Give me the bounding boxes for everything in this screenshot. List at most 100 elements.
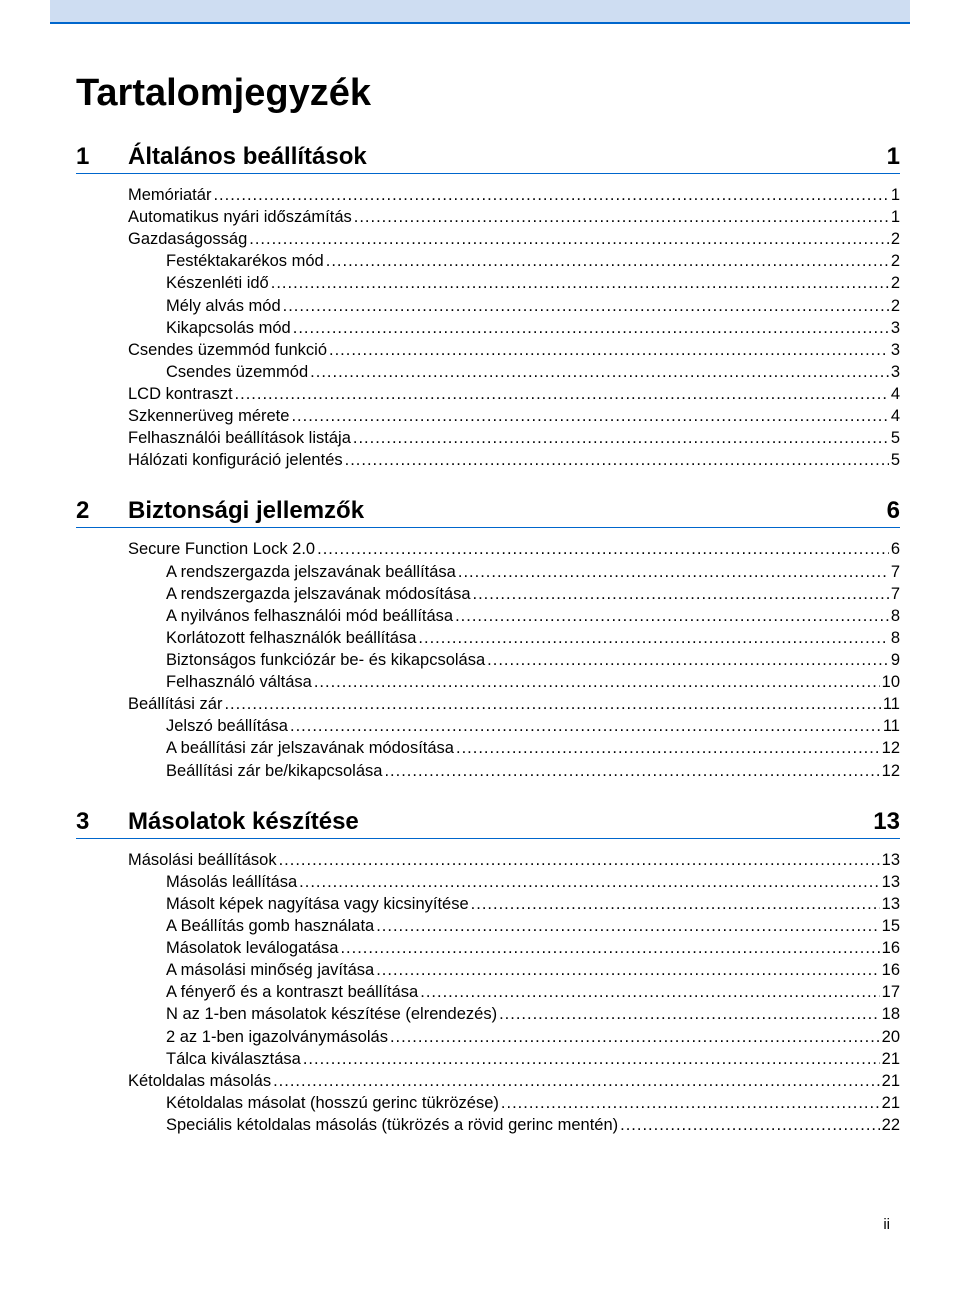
toc-entry-label: Másolás leállítása bbox=[166, 871, 297, 893]
toc-entry: Kétoldalas másolat (hosszú gerinc tükröz… bbox=[76, 1092, 900, 1114]
toc-dots bbox=[340, 937, 879, 959]
toc-entry-label: Korlátozott felhasználók beállítása bbox=[166, 627, 416, 649]
toc-dots bbox=[317, 538, 889, 560]
toc-dots bbox=[501, 1092, 880, 1114]
toc-entry-page: 4 bbox=[891, 383, 900, 405]
toc-entry-label: A rendszergazda jelszavának módosítása bbox=[166, 583, 471, 605]
toc-dots bbox=[471, 893, 880, 915]
header-bar bbox=[50, 0, 910, 24]
toc-sections: 1Általános beállítások1Memóriatár1Automa… bbox=[76, 143, 900, 1136]
toc-entry-label: Mély alvás mód bbox=[166, 295, 281, 317]
toc-entry-label: Tálca kiválasztása bbox=[166, 1048, 301, 1070]
toc-section-number: 1 bbox=[76, 143, 128, 171]
toc-dots bbox=[213, 184, 888, 206]
toc-entry: Másolatok leválogatása16 bbox=[76, 937, 900, 959]
toc-section: 1Általános beállítások1Memóriatár1Automa… bbox=[76, 143, 900, 471]
toc-entry: Kétoldalas másolás21 bbox=[76, 1070, 900, 1092]
toc-entry-label: Felhasználói beállítások listája bbox=[128, 427, 351, 449]
toc-entry-page: 1 bbox=[891, 184, 900, 206]
toc-entry-label: A nyilvános felhasználói mód beállítása bbox=[166, 605, 453, 627]
toc-entry-label: A beállítási zár jelszavának módosítása bbox=[166, 737, 454, 759]
toc-dots bbox=[235, 383, 889, 405]
toc-entry-page: 21 bbox=[882, 1092, 900, 1114]
page-title: Tartalomjegyzék bbox=[76, 72, 900, 115]
toc-entry: A másolási minőség javítása16 bbox=[76, 959, 900, 981]
toc-entry: Automatikus nyári időszámítás1 bbox=[76, 206, 900, 228]
toc-entry-page: 3 bbox=[891, 339, 900, 361]
toc-entry-page: 20 bbox=[882, 1026, 900, 1048]
toc-entry-page: 13 bbox=[882, 849, 900, 871]
toc-entry: Szkennerüveg mérete4 bbox=[76, 405, 900, 427]
toc-entry: Biztonságos funkciózár be- és kikapcsolá… bbox=[76, 649, 900, 671]
toc-entry-label: Kétoldalas másolat (hosszú gerinc tükröz… bbox=[166, 1092, 499, 1114]
toc-entry-label: Beállítási zár bbox=[128, 693, 222, 715]
toc-entry: 2 az 1-ben igazolványmásolás20 bbox=[76, 1026, 900, 1048]
toc-entry-page: 7 bbox=[891, 561, 900, 583]
toc-entry-label: Festéktakarékos mód bbox=[166, 250, 324, 272]
toc-entry-label: N az 1-ben másolatok készítése (elrendez… bbox=[166, 1003, 497, 1025]
toc-dots bbox=[458, 561, 889, 583]
toc-entry: Felhasználó váltása10 bbox=[76, 671, 900, 693]
toc-section-page: 1 bbox=[887, 143, 900, 171]
toc-entry: Másolási beállítások 13 bbox=[76, 849, 900, 871]
toc-dots bbox=[279, 849, 880, 871]
toc-dots bbox=[376, 915, 879, 937]
toc-entry-page: 13 bbox=[882, 871, 900, 893]
toc-entry-page: 5 bbox=[891, 449, 900, 471]
toc-entry-label: Memóriatár bbox=[128, 184, 211, 206]
toc-section-title: Másolatok készítése bbox=[128, 808, 865, 836]
toc-section: 3Másolatok készítése13Másolási beállítás… bbox=[76, 808, 900, 1136]
toc-dots bbox=[310, 361, 889, 383]
toc-dots bbox=[290, 715, 881, 737]
toc-entry: Secure Function Lock 2.06 bbox=[76, 538, 900, 560]
toc-entry: A beállítási zár jelszavának módosítása 1… bbox=[76, 737, 900, 759]
toc-entry-page: 1 bbox=[891, 206, 900, 228]
toc-entry-page: 21 bbox=[882, 1048, 900, 1070]
toc-entry-page: 21 bbox=[882, 1070, 900, 1092]
toc-entry-label: Másolási beállítások bbox=[128, 849, 277, 871]
toc-dots bbox=[303, 1048, 880, 1070]
toc-section-title: Biztonsági jellemzők bbox=[128, 497, 879, 525]
toc-entry-page: 2 bbox=[891, 272, 900, 294]
toc-entry-label: Speciális kétoldalas másolás (tükrözés a… bbox=[166, 1114, 618, 1136]
toc-entry: A rendszergazda jelszavának beállítása7 bbox=[76, 561, 900, 583]
toc-dots bbox=[376, 959, 879, 981]
toc-entry-page: 11 bbox=[883, 715, 900, 737]
toc-section-page: 13 bbox=[873, 808, 900, 836]
toc-entry: A rendszergazda jelszavának módosítása7 bbox=[76, 583, 900, 605]
toc-dots bbox=[418, 627, 888, 649]
toc-entry: N az 1-ben másolatok készítése (elrendez… bbox=[76, 1003, 900, 1025]
toc-entry-label: Csendes üzemmód bbox=[166, 361, 308, 383]
toc-entry-label: A fényerő és a kontraszt beállítása bbox=[166, 981, 418, 1003]
toc-entry-label: Biztonságos funkciózár be- és kikapcsolá… bbox=[166, 649, 485, 671]
toc-entry-label: Kikapcsolás mód bbox=[166, 317, 291, 339]
toc-entry: Felhasználói beállítások listája5 bbox=[76, 427, 900, 449]
toc-entry: Mély alvás mód2 bbox=[76, 295, 900, 317]
toc-entry-label: Beállítási zár be/kikapcsolása bbox=[166, 760, 382, 782]
toc-dots bbox=[326, 250, 889, 272]
toc-entry-page: 9 bbox=[891, 649, 900, 671]
toc-entry-page: 11 bbox=[883, 693, 900, 715]
toc-entry: Másolás leállítása 13 bbox=[76, 871, 900, 893]
toc-entry-label: Másolt képek nagyítása vagy kicsinyítése bbox=[166, 893, 469, 915]
toc-entry-page: 8 bbox=[891, 627, 900, 649]
toc-dots bbox=[345, 449, 889, 471]
toc-entry-label: Csendes üzemmód funkció bbox=[128, 339, 327, 361]
toc-entry-label: Felhasználó váltása bbox=[166, 671, 312, 693]
toc-dots bbox=[224, 693, 880, 715]
toc-entry-label: A másolási minőség javítása bbox=[166, 959, 374, 981]
toc-section-number: 2 bbox=[76, 497, 128, 525]
toc-entry-label: LCD kontraszt bbox=[128, 383, 233, 405]
toc-dots bbox=[354, 206, 889, 228]
toc-entry-page: 18 bbox=[882, 1003, 900, 1025]
toc-entry: Kikapcsolás mód 3 bbox=[76, 317, 900, 339]
toc-dots bbox=[329, 339, 889, 361]
toc-entry-page: 3 bbox=[891, 317, 900, 339]
toc-section: 2Biztonsági jellemzők6Secure Function Lo… bbox=[76, 497, 900, 781]
toc-dots bbox=[390, 1026, 880, 1048]
toc-dots bbox=[455, 605, 889, 627]
toc-entry-page: 8 bbox=[891, 605, 900, 627]
toc-entry-page: 12 bbox=[882, 737, 900, 759]
footer-page-number: ii bbox=[0, 1216, 960, 1233]
toc-entry: Gazdaságosság2 bbox=[76, 228, 900, 250]
